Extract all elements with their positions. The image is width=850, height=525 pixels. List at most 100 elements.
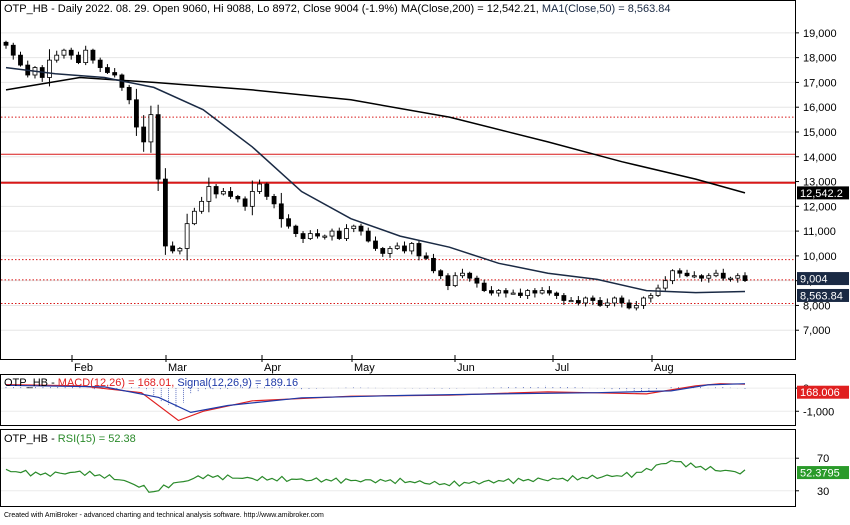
candle-body	[713, 272, 719, 277]
rsi-header: OTP_HB - RSI(15) = 52.38	[4, 433, 136, 445]
candle-body	[597, 300, 603, 306]
candle-body	[489, 290, 494, 294]
ma50-badge: 8,563.84	[800, 290, 843, 302]
rsi-pane-frame	[0, 429, 796, 507]
ma200-badge-bg	[797, 186, 849, 200]
candle-body	[257, 183, 262, 192]
candle-body	[184, 223, 190, 249]
symbol-label: OTP_HB	[4, 3, 48, 15]
rsi-badge: 52.3795	[800, 468, 840, 480]
candle-body	[735, 275, 741, 279]
candle-body	[307, 233, 313, 239]
rsi-indicator: 70 30	[1, 453, 829, 498]
candle-body	[47, 59, 52, 78]
candle-body	[148, 114, 154, 143]
macd-value: MACD(12,26) = 168.01,	[58, 377, 174, 389]
date-axis: Feb Mar Apr May Jun Jul Aug	[71, 355, 674, 374]
candle-body	[496, 290, 502, 294]
ma50-label: MA1(Close,50) = 8,563.84	[542, 3, 671, 15]
price-tick-label: 14,000	[803, 152, 837, 164]
candle-body	[134, 99, 139, 128]
candle-body	[213, 186, 219, 195]
candle-body	[699, 275, 704, 279]
candle-body	[249, 191, 255, 207]
candle-body	[97, 59, 103, 68]
candle-body	[141, 126, 147, 143]
candle-body	[54, 54, 60, 61]
candle-body	[583, 297, 589, 304]
main-pane-frame	[0, 0, 796, 360]
candle-body	[315, 233, 320, 237]
month-tick-label: Jun	[457, 362, 475, 374]
rsi-symbol: OTP_HB	[4, 433, 48, 445]
macd-badge: 168.006	[800, 387, 840, 399]
macd-tick-label: -1,000	[803, 406, 834, 418]
candle-body	[380, 248, 386, 254]
candle-body	[416, 243, 422, 257]
signal-line	[5, 383, 746, 414]
price-tick-label: 8,000	[803, 300, 831, 312]
macd-symbol: OTP_HB	[4, 377, 48, 389]
macd-badge-bg	[797, 385, 849, 399]
candle-body	[619, 297, 625, 304]
price-tick-label: 17,000	[803, 77, 837, 89]
candle-body	[561, 295, 567, 301]
candle-body	[554, 292, 560, 296]
candle-body	[575, 300, 581, 304]
candle-body	[677, 270, 683, 274]
candle-body	[706, 275, 712, 279]
candle-body	[409, 243, 415, 252]
ma200-label: MA(Close,200) = 12,542.21,	[401, 3, 539, 15]
price-tick-label: 16,000	[803, 102, 837, 114]
ma200-line	[5, 76, 746, 194]
candle-body	[445, 275, 451, 287]
candle-body	[684, 272, 690, 277]
price-tick-label: 11,000	[803, 226, 836, 238]
candle-body	[170, 245, 176, 252]
candle-body	[641, 297, 646, 306]
candle-body	[742, 275, 748, 281]
rsi-tick-label: 70	[817, 453, 829, 465]
grid	[1, 32, 795, 331]
month-tick-label: Feb	[74, 362, 93, 374]
candle-body	[278, 203, 284, 220]
candle-body	[460, 272, 465, 277]
candle-body	[155, 114, 161, 180]
price-tick-label: 18,000	[803, 53, 837, 65]
candle-body	[539, 290, 545, 294]
candle-body	[590, 297, 596, 301]
close-badge-bg	[797, 272, 849, 286]
candle-body	[76, 54, 81, 64]
candle-body	[220, 191, 226, 195]
price-tick-label: 15,000	[803, 127, 837, 139]
candle-body	[242, 198, 248, 207]
candle-body	[387, 248, 393, 254]
price-tick-label: 10,000	[803, 251, 837, 263]
candle-body	[467, 272, 473, 279]
candle-body	[358, 225, 364, 232]
candle-body	[351, 225, 357, 230]
month-tick-label: Aug	[654, 362, 674, 374]
ohlc-label: - Daily 2022. 08. 29. Open 9060, Hi 9088…	[48, 3, 401, 15]
signal-value: Signal(12,26,9) = 189.16	[177, 377, 298, 389]
candle-body	[546, 290, 552, 294]
candle-body	[532, 290, 538, 294]
ma200-badge: 12,542.2	[800, 188, 843, 200]
candle-body	[525, 290, 531, 296]
candle-body	[423, 255, 429, 259]
candle-body	[228, 191, 233, 197]
candlesticks	[3, 40, 748, 311]
candle-body	[322, 235, 328, 238]
candle-body	[518, 292, 523, 296]
price-tick-label: 19,000	[803, 28, 837, 40]
candle-body	[293, 225, 299, 234]
candle-body	[510, 292, 516, 295]
candle-body	[503, 290, 509, 294]
candle-body	[162, 178, 168, 247]
candle-body	[720, 272, 726, 279]
candle-body	[604, 302, 610, 306]
macd-pane-frame	[0, 374, 796, 426]
price-axis: 7,0008,0009,00010,00011,00012,00013,0001…	[795, 28, 837, 337]
candle-body	[271, 196, 277, 205]
candle-body	[662, 280, 668, 289]
